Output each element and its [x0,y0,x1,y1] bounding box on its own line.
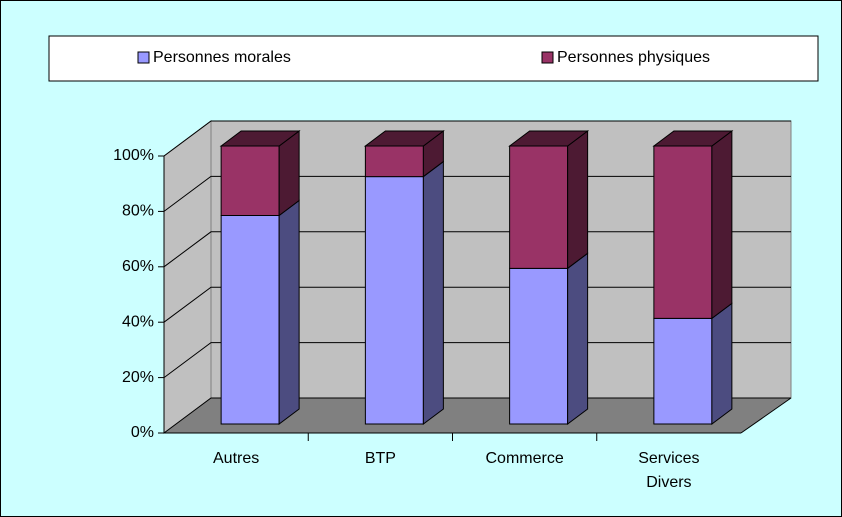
legend-label: Personnes physiques [557,49,710,66]
bar-segment [219,130,301,217]
legend-box [48,35,819,82]
y-tick-label: 80% [122,203,154,220]
bar-side [711,302,733,425]
grid-line [163,231,791,268]
legend-swatch [541,51,554,64]
y-tick-label: 0% [131,424,154,441]
bar-front [653,317,713,425]
bar-side [711,130,733,320]
bar-segment [652,130,734,320]
legend-swatch [137,51,150,64]
bar-top [219,130,301,147]
x-tick-label: Commerce [485,450,564,467]
bar-front [220,145,280,216]
bar-top [508,130,590,147]
grid-line [163,286,791,323]
bar-segment [653,302,733,425]
x-axis-depth [740,397,792,434]
grid-line [163,342,791,379]
bar-front [220,215,280,425]
grid-line [163,397,791,434]
bar-top [363,130,445,147]
bar-segment [220,199,300,425]
bar-side [422,160,444,425]
legend-label: Personnes morales [153,49,291,66]
bar-side [567,130,589,270]
side-wall [163,120,212,434]
bar-segment [508,130,590,270]
x-tick-label: Services Divers [638,450,700,491]
bar-side [567,252,589,425]
grid-line [163,175,791,212]
grid-line [163,120,791,157]
bar-top [652,130,734,147]
bar-front [364,145,424,178]
bar-front [509,145,569,269]
y-tick-label: 60% [122,258,154,275]
bar-side [278,199,300,425]
bar-front [509,267,569,425]
x-tick-label: Autres [213,450,260,467]
y-tick-label: 100% [113,147,154,164]
bar-front [364,176,424,425]
y-tick-label: 20% [122,369,154,386]
floor [164,398,791,433]
y-tick-label: 40% [122,313,154,330]
bar-front [653,145,713,319]
bar-segment [364,160,444,425]
x-tick-label: BTP [364,450,396,467]
bar-segment [509,252,589,425]
bar-segment [363,130,445,178]
